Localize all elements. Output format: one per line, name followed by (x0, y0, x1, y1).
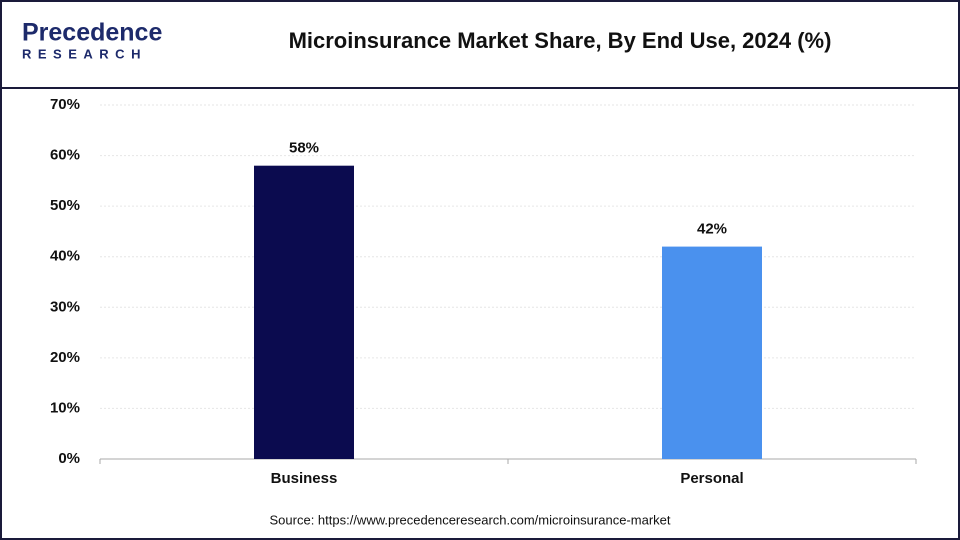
logo-name: Precedence (22, 19, 162, 47)
y-tick-label: 30% (50, 298, 80, 315)
bar (662, 246, 762, 459)
chart-title: Microinsurance Market Share, By End Use,… (289, 28, 832, 53)
y-tick-label: 50% (50, 197, 80, 214)
logo-sub: RESEARCH (22, 46, 147, 61)
y-tick-label: 60% (50, 147, 80, 164)
y-tick-label: 70% (50, 96, 80, 113)
source: Source: https://www.precedenceresearch.c… (270, 512, 671, 527)
x-tick-label: Personal (680, 470, 743, 487)
y-tick-label: 10% (50, 399, 80, 416)
y-tick-label: 20% (50, 349, 80, 366)
y-tick-label: 0% (58, 450, 80, 467)
data-label: 42% (697, 221, 727, 238)
bar (254, 165, 354, 459)
x-tick-label: Business (271, 470, 338, 487)
y-tick-label: 40% (50, 248, 80, 265)
data-label: 58% (289, 140, 319, 157)
